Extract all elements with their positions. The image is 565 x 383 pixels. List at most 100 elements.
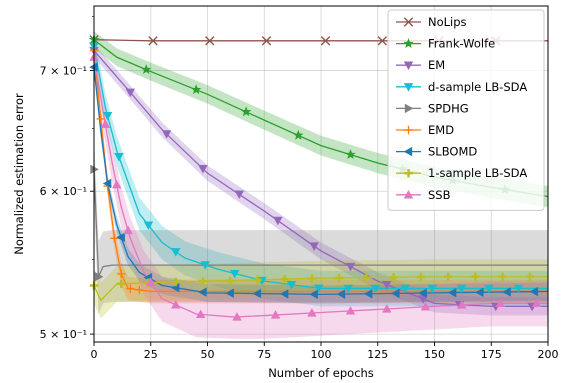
x-tick-label: 25 [144, 348, 158, 361]
marker-point [320, 36, 331, 46]
marker-point [457, 284, 467, 294]
marker-point [314, 284, 324, 293]
marker-point [309, 242, 319, 251]
legend-label: NoLips [428, 15, 467, 29]
marker-point [377, 36, 387, 46]
x-tick-label: 50 [201, 348, 215, 361]
marker-point [498, 272, 507, 281]
marker-point [286, 280, 297, 290]
marker-point [110, 234, 119, 243]
marker-point [513, 284, 524, 294]
marker-point [403, 146, 413, 157]
marker-point [270, 310, 281, 319]
legend-label: 1-sample LB-SDA [428, 166, 527, 180]
marker-point [370, 284, 381, 294]
legend-label: SSB [428, 188, 451, 202]
marker-point [427, 284, 437, 294]
marker-point [307, 274, 317, 283]
marker-point [362, 273, 371, 282]
marker-point [200, 261, 210, 270]
x-axis-label: Number of epochs [268, 366, 374, 380]
marker-point [280, 274, 289, 284]
marker-point [529, 286, 539, 297]
y-tick-label: 5 × 10⁻¹ [40, 328, 87, 341]
marker-point [171, 248, 181, 257]
marker-point [471, 272, 480, 281]
marker-point [123, 225, 133, 235]
marker-point [403, 83, 414, 92]
marker-point [252, 288, 262, 299]
marker-point [205, 36, 215, 46]
marker-point [198, 287, 207, 297]
marker-point [363, 289, 373, 299]
marker-point [114, 152, 124, 162]
marker-point [403, 17, 414, 27]
x-tick-label: 75 [257, 348, 271, 361]
marker-point [336, 289, 346, 299]
marker-point [195, 309, 206, 319]
x-axis-ticks: 0 25 50 75 100 125 150 175 200 [91, 342, 559, 361]
band-slbomd [94, 60, 548, 304]
marker-point [111, 179, 122, 189]
marker-point [443, 272, 453, 281]
marker-point [404, 103, 414, 114]
marker-point [234, 190, 244, 199]
marker-point [253, 275, 262, 285]
marker-point [94, 272, 104, 282]
marker-point [230, 269, 240, 279]
legend-box [387, 9, 545, 211]
y-axis-ticks: 5 × 10⁻¹ 6 × 10⁻¹ 7 × 10⁻¹ [40, 16, 94, 341]
marker-point [190, 84, 202, 95]
marker-point [403, 38, 414, 49]
marker-point [143, 221, 154, 230]
marker-point [102, 178, 112, 189]
marker-point [391, 288, 400, 299]
legend: NoLips Frank-Wolfe EM d-sample LB-SDA SPDHG E… [387, 9, 545, 211]
marker-point [403, 189, 414, 199]
marker-point [96, 114, 106, 124]
marker-point [261, 36, 272, 46]
marker-point [404, 169, 413, 178]
band-ssb [94, 40, 548, 339]
marker-point [135, 285, 144, 295]
line-slbomd [93, 67, 549, 296]
marker-point [146, 277, 156, 286]
y-axis-label: Normalized estimation error [12, 93, 26, 255]
marker-point [457, 300, 467, 309]
x-tick-label: 125 [367, 348, 388, 361]
x-tick-label: 150 [424, 348, 445, 361]
line-ssb [93, 57, 548, 318]
marker-point [343, 284, 353, 294]
marker-point [126, 284, 135, 293]
marker-point [531, 298, 542, 308]
marker-point [117, 279, 126, 289]
marker-point [198, 165, 208, 174]
band-spdhg [94, 138, 548, 315]
legend-label: EM [428, 58, 445, 72]
x-tick-label: 0 [91, 348, 98, 361]
series-lines [93, 39, 549, 318]
marker-point [141, 64, 152, 75]
marker-point [171, 300, 181, 309]
marker-point [420, 302, 431, 311]
marker-point [416, 272, 426, 282]
legend-label: SPDHG [428, 101, 469, 115]
legend-label: Frank-Wolfe [428, 37, 495, 51]
marker-point [240, 106, 252, 117]
marker-point [447, 287, 457, 298]
marker-point [161, 130, 172, 139]
y-tick-label: 7 × 10⁻¹ [40, 64, 87, 77]
marker-point [382, 280, 392, 290]
series-markers [88, 34, 542, 321]
legend-label: EMD [428, 123, 454, 137]
marker-point [226, 276, 235, 285]
marker-point [345, 306, 356, 315]
marker-point [100, 119, 111, 128]
marker-point [418, 288, 427, 298]
marker-point [345, 262, 356, 272]
marker-point [400, 284, 410, 294]
marker-point [404, 125, 413, 135]
marker-point [502, 287, 511, 297]
marker-point [116, 232, 125, 242]
marker-point [403, 61, 414, 71]
